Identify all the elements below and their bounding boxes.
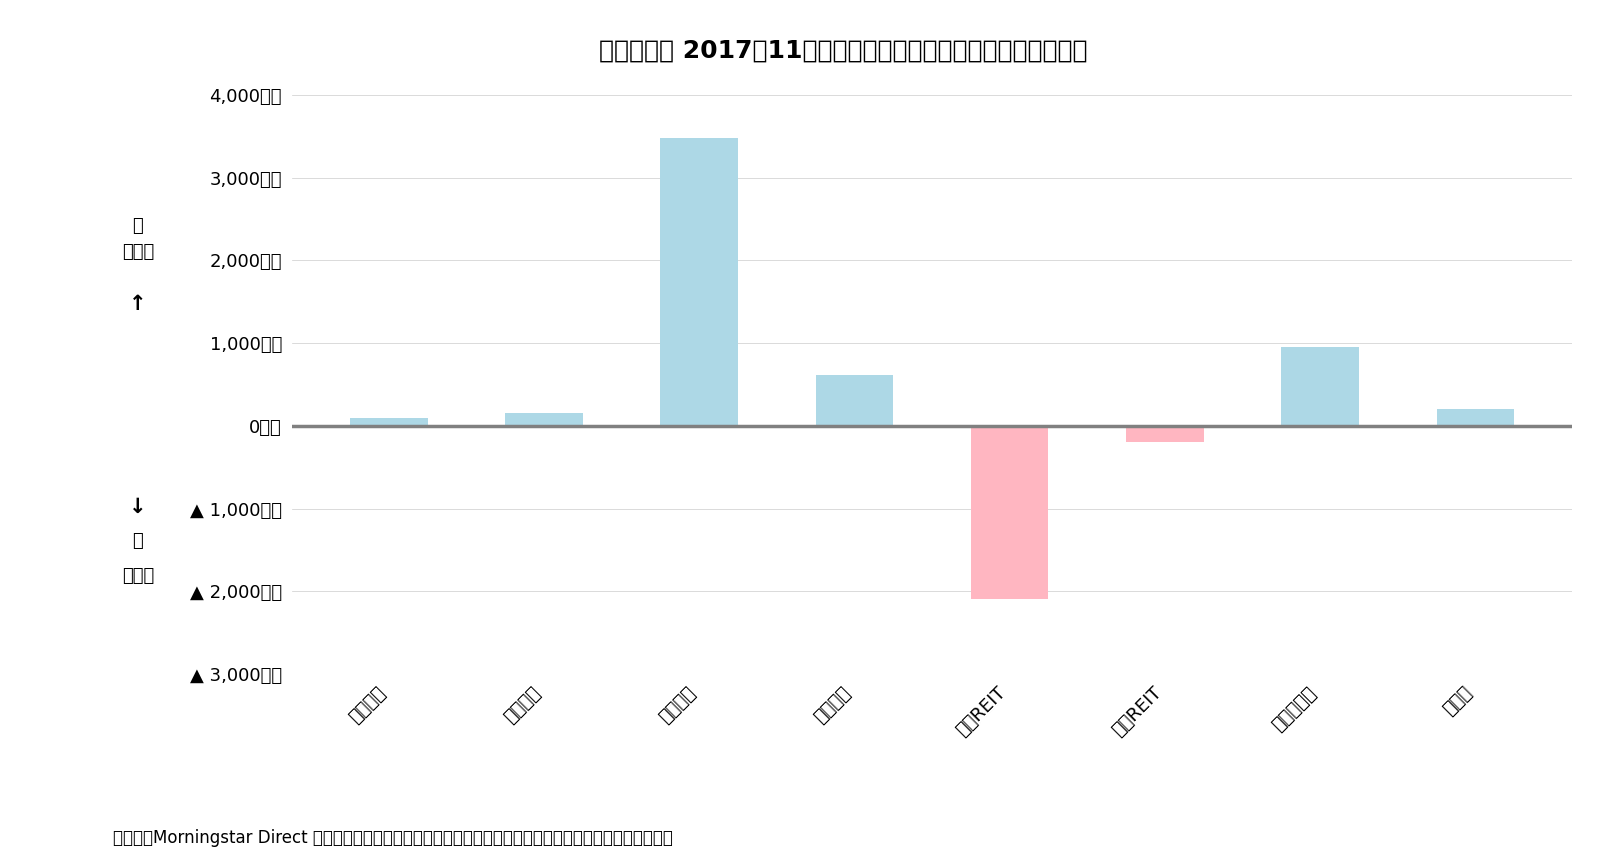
Bar	[1127, 426, 1204, 442]
Bar	[350, 417, 428, 426]
Text: 入: 入	[133, 217, 143, 235]
Bar	[660, 138, 738, 426]
Text: （資料）Morningstar Direct を用いて筆者集計。各資産クラスはイボットソン分類を用いてファンドを分類。: （資料）Morningstar Direct を用いて筆者集計。各資産クラスはイ…	[113, 829, 673, 847]
Bar	[1281, 347, 1358, 426]
Text: ↑: ↑	[130, 294, 146, 314]
Bar	[815, 375, 893, 426]
Text: 出: 出	[133, 532, 143, 550]
Text: ↓: ↓	[130, 497, 146, 517]
Text: 資金流: 資金流	[122, 243, 154, 261]
Text: 資金流: 資金流	[122, 567, 154, 585]
Text: 》図表１》 2017年11月の国内公募追加型投信の推計資金流出入: 》図表１》 2017年11月の国内公募追加型投信の推計資金流出入	[598, 39, 1088, 63]
Bar	[971, 426, 1049, 600]
Bar	[1436, 410, 1514, 426]
Bar	[506, 413, 584, 426]
